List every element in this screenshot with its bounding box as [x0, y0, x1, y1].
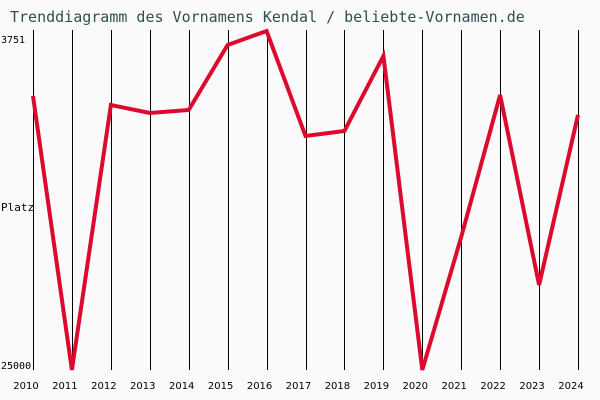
x-axis-label: 2024: [558, 381, 584, 392]
x-axis-label: 2015: [207, 381, 234, 392]
y-axis-title: Platz: [1, 201, 35, 214]
x-axis-label: 2014: [168, 381, 195, 392]
x-axis-label: 2022: [480, 381, 506, 392]
x-axis-label: 2019: [363, 381, 390, 392]
chart-title: Trenddiagramm des Vornamens Kendal / bel…: [10, 8, 525, 26]
x-axis-label: 2013: [130, 381, 156, 392]
x-axis-label: 2018: [324, 381, 351, 392]
x-axis-label: 2023: [519, 381, 545, 392]
y-axis-top-label: 3751: [1, 35, 26, 46]
x-axis-label: 2012: [91, 381, 117, 392]
x-axis-label: 2010: [13, 381, 39, 392]
x-axis-label: 2011: [52, 381, 78, 392]
x-axis-label: 2021: [441, 381, 467, 392]
x-axis-label: 2020: [402, 381, 428, 392]
trend-line: [31, 28, 580, 371]
x-axis-label: 2017: [285, 381, 312, 392]
x-axis-label: 2016: [246, 381, 273, 392]
y-axis-bottom-label: 25000: [1, 361, 32, 372]
